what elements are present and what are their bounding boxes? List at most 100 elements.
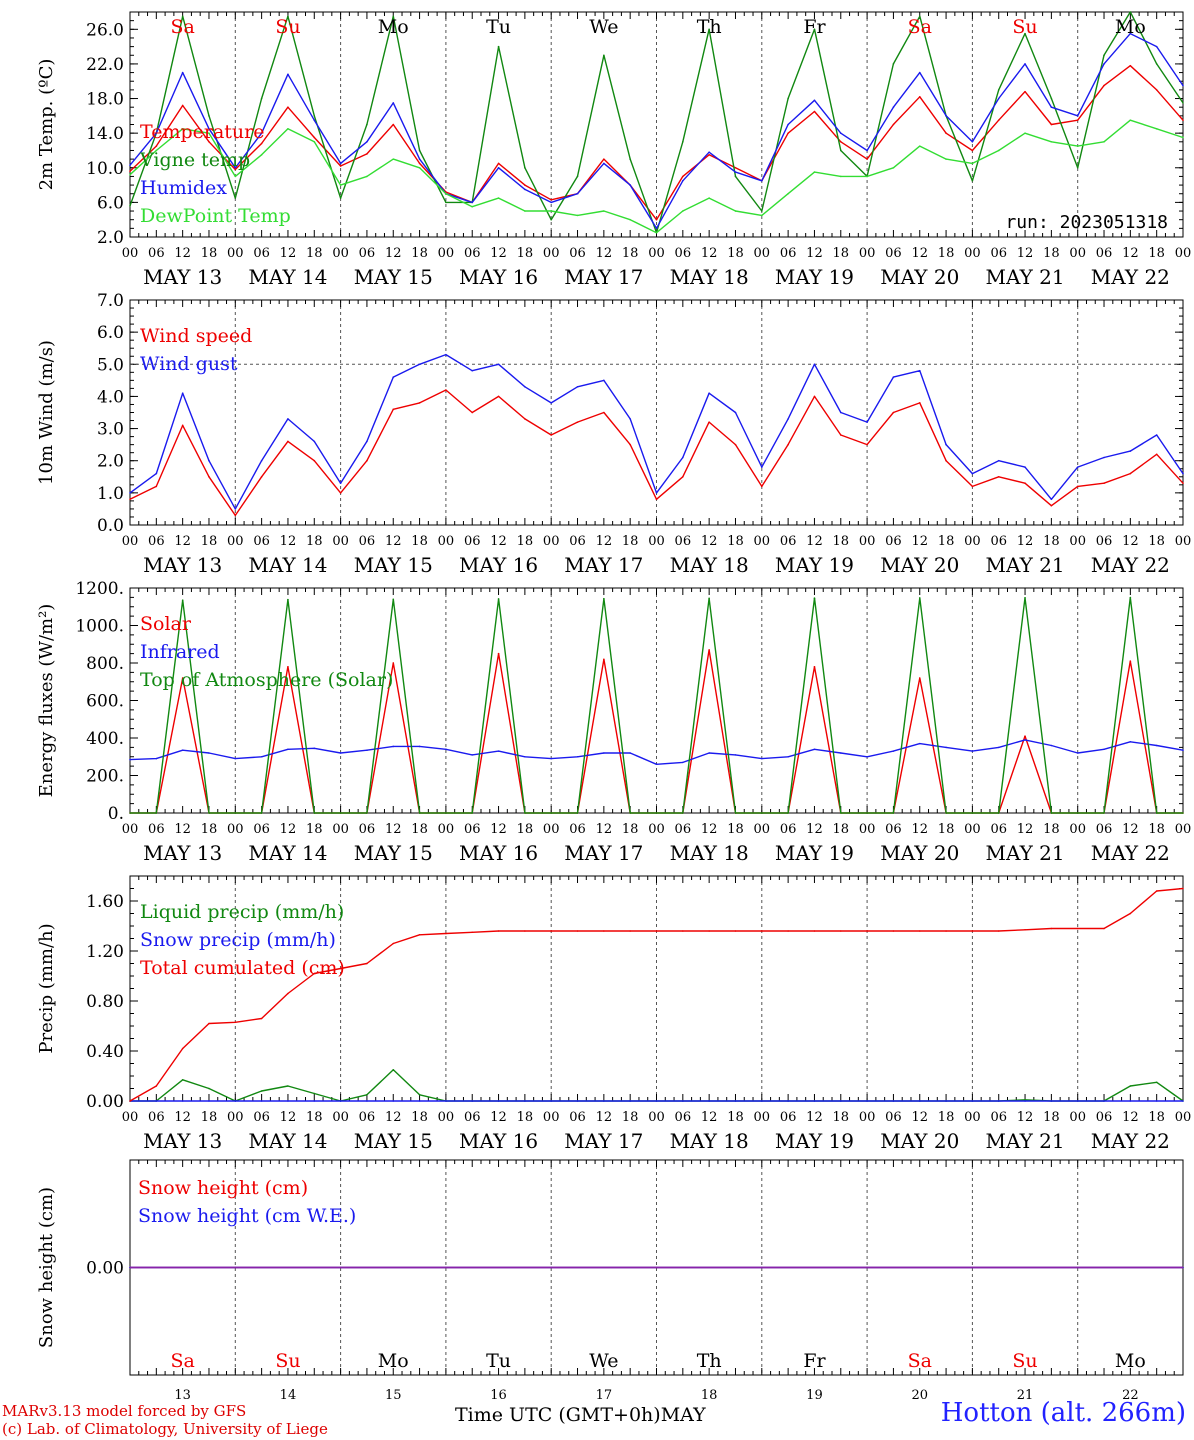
data-point [497,1100,500,1102]
x-hour-label: 12 [174,822,191,837]
x-hour-label: 00 [964,246,981,261]
data-point [892,411,895,414]
x-hour-label: 00 [1069,534,1086,549]
data-point [287,665,289,668]
x-hour-label: 06 [253,822,270,837]
x-hour-label: 12 [911,246,928,261]
x-hour-label: 18 [833,822,850,837]
x-hour-label: 18 [201,246,218,261]
x-hour-label: 06 [885,246,902,261]
data-point [129,812,131,814]
y-tick-label: 0. [108,804,124,824]
x-hour-label: 18 [938,1110,955,1125]
x-hour-label: 18 [517,822,534,837]
x-hour-label: 00 [332,246,349,261]
data-point [734,1100,737,1102]
data-point [445,932,447,935]
data-point [181,1047,184,1050]
data-point [839,175,842,178]
x-hour-label: 18 [727,246,744,261]
x-hour-label: 18 [833,534,850,549]
x-hour-label: 00 [859,822,876,837]
x-hour-label: 12 [596,534,613,549]
x-hour-label: 12 [806,534,823,549]
data-point [708,649,710,651]
data-point [918,597,921,599]
data-point [445,201,447,204]
data-point [761,214,763,217]
data-point [155,812,158,814]
data-point [1103,63,1105,65]
x-hour-label: 18 [622,1110,639,1125]
data-point [418,363,421,366]
data-point [918,1100,921,1102]
x-hour-label: 18 [727,1110,744,1125]
data-point [471,201,474,204]
data-point [787,812,789,814]
x-hour-label: 00 [332,534,349,549]
x-hour-label: 00 [964,1110,981,1125]
data-point [576,812,579,814]
data-point [629,812,631,814]
data-point [1076,145,1079,147]
data-point [445,192,447,195]
data-point [1024,596,1026,599]
data-point [1129,1085,1132,1087]
x-hour-label: 12 [280,246,297,261]
weekday-label: Su [1012,1350,1037,1372]
y-tick-label: 1.60 [86,892,124,912]
data-point [339,165,342,167]
x-hour-label: 00 [438,1110,455,1125]
x-hour-label: 00 [227,246,244,261]
x-hour-label: 06 [253,246,270,261]
data-point [392,123,395,126]
y-axis-label: Energy fluxes (W/m²) [36,604,57,798]
data-point [839,812,842,814]
x-hour-label: 06 [148,822,165,837]
data-point [682,210,684,212]
data-point [866,812,868,814]
data-point [1024,32,1026,35]
x-day-label: MAY 21 [985,841,1064,865]
data-point [260,1100,263,1102]
x-hour-label: 12 [1122,246,1139,261]
x-hour-label: 18 [411,1110,428,1125]
data-point [1129,740,1132,743]
x-day-label: MAY 20 [880,553,959,577]
data-point [1182,84,1184,87]
data-point [839,141,842,143]
panel-1: 2.0 6.0 10.0 14.0 18.0 22.0 26.0 2m Temp. (ºC) T… [36,11,1191,289]
x-hour-label: 12 [596,246,613,261]
data-point [1155,89,1158,91]
data-point [918,96,921,98]
x-hour-label: 12 [385,1110,402,1125]
data-point [945,115,947,117]
data-point [471,754,474,756]
data-point [155,757,158,760]
x-hour-label: 12 [280,822,297,837]
data-point [918,402,921,404]
data-point [418,402,421,404]
data-point [629,443,631,446]
x-hour-label: 12 [174,246,191,261]
x-hour-label: 00 [332,1110,349,1125]
data-point [524,1100,526,1102]
data-point [260,1090,263,1092]
data-point [366,459,368,462]
y-tick-label: 6.0 [97,193,124,213]
data-point [945,1100,947,1102]
data-point [366,175,368,178]
data-point [734,411,737,414]
data-point [734,171,737,173]
data-point [813,171,816,173]
y-tick-label: 0.00 [86,1259,124,1279]
data-point [471,1100,474,1102]
data-point [708,930,710,932]
data-point [892,123,895,126]
data-point [1076,466,1079,468]
legend-entry: Snow height (cm) [138,1177,308,1199]
data-point [1024,928,1026,931]
x-day-number: 13 [174,1388,191,1403]
data-point [708,197,710,199]
x-hour-label: 12 [385,246,402,261]
